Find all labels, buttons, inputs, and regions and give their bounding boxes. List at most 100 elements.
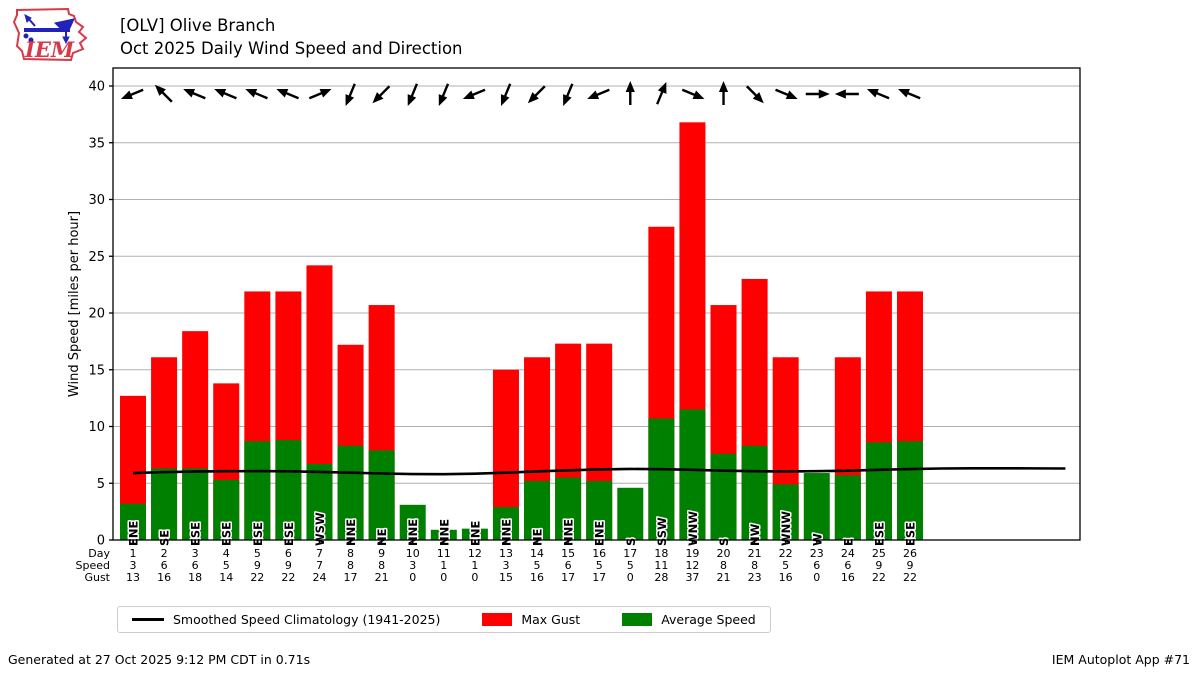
plot-border <box>112 67 1081 541</box>
wind-arrow <box>214 88 237 100</box>
day-label: 26 <box>903 547 917 560</box>
avg-bar <box>648 418 675 540</box>
avg-bar <box>865 442 892 540</box>
speed-label: 1 <box>471 559 478 572</box>
wind-arrow-head <box>834 89 846 99</box>
direction-label: WNW <box>779 511 793 546</box>
wind-arrow-head <box>500 94 510 107</box>
wind-arrow <box>372 85 391 104</box>
gust-label: 16 <box>157 571 171 584</box>
wind-arrow-head <box>319 88 332 98</box>
wind-arrow-head <box>345 94 355 107</box>
avg-speed-swatch-icon <box>622 613 653 626</box>
iem-logo: IEM <box>12 7 88 62</box>
plot-subtitle: Oct 2025 Daily Wind Speed and Direction <box>120 39 463 58</box>
y-tick-label: 5 <box>97 477 105 492</box>
wind-arrow-head <box>245 88 258 98</box>
iem-logo-text: IEM <box>24 37 75 62</box>
gust-label: 21 <box>717 571 731 584</box>
wind-arrow <box>834 89 859 99</box>
speed-label: 5 <box>627 559 634 572</box>
wind-arrow <box>805 89 830 99</box>
day-label: 25 <box>872 547 886 560</box>
day-label: 9 <box>378 547 385 560</box>
direction-label: SE <box>158 530 172 546</box>
gust-label: 18 <box>188 571 202 584</box>
day-label: 23 <box>810 547 824 560</box>
speed-label: 6 <box>813 559 820 572</box>
day-label: 14 <box>530 547 544 560</box>
wind-arrow <box>462 88 486 100</box>
avg-bar <box>555 477 582 540</box>
avg-bar <box>710 453 737 540</box>
gust-label: 28 <box>654 571 668 584</box>
avg-bar <box>617 487 644 540</box>
legend-avg-speed-label: Average Speed <box>661 612 756 627</box>
direction-label: NE <box>531 528 545 546</box>
avg-bar <box>492 507 519 540</box>
y-tick-label: 40 <box>88 80 105 95</box>
speed-label: 8 <box>347 559 354 572</box>
day-label: 7 <box>316 547 323 560</box>
gust-label: 0 <box>627 571 634 584</box>
wind-arrow-head <box>527 92 539 104</box>
avg-bar <box>897 441 923 540</box>
chart-title: [OLV] Olive Branch Oct 2025 Daily Wind S… <box>120 14 463 60</box>
wind-arrow <box>625 81 635 105</box>
speed-label: 3 <box>130 559 137 572</box>
wind-arrow <box>745 85 764 104</box>
day-label-header: Day <box>88 547 110 560</box>
wind-arrow-head <box>563 94 572 107</box>
avg-bar <box>679 409 706 540</box>
avg-bar <box>337 445 364 540</box>
avg-bar <box>834 475 861 540</box>
wind-arrow <box>656 81 667 105</box>
y-tick-label: 15 <box>88 363 105 378</box>
wind-arrow-head <box>183 88 196 98</box>
avg-bar <box>803 473 830 540</box>
speed-label: 1 <box>440 559 447 572</box>
wind-arrow <box>500 83 512 107</box>
gust-label: 17 <box>592 571 606 584</box>
legend-climatology: Smoothed Speed Climatology (1941-2025) <box>132 612 440 627</box>
gust-label: 22 <box>903 571 917 584</box>
speed-label: 9 <box>254 559 261 572</box>
gust-label: 16 <box>530 571 544 584</box>
app-credit: IEM Autoplot App #71 <box>1051 652 1190 667</box>
day-label: 15 <box>561 547 575 560</box>
wind-arrow-head <box>438 94 448 107</box>
gust-label: 22 <box>872 571 886 584</box>
avg-bar <box>306 463 333 540</box>
speed-label: 8 <box>378 559 385 572</box>
generated-timestamp: Generated at 27 Oct 2025 9:12 PM CDT in … <box>8 652 311 667</box>
gust-label: 0 <box>471 571 478 584</box>
avg-bar <box>120 503 146 540</box>
speed-label: 8 <box>751 559 758 572</box>
gust-label: 37 <box>685 571 699 584</box>
wind-arrow-head <box>407 94 417 107</box>
avg-bar <box>213 479 240 540</box>
y-tick-label: 20 <box>88 307 105 322</box>
day-label: 13 <box>499 547 513 560</box>
wind-arrow <box>438 83 450 107</box>
speed-label: 6 <box>161 559 168 572</box>
gust-label: 21 <box>375 571 389 584</box>
speed-label: 8 <box>720 559 727 572</box>
direction-label: WSW <box>313 512 327 546</box>
speed-label: 6 <box>565 559 572 572</box>
gust-label: 16 <box>841 571 855 584</box>
station-title: [OLV] Olive Branch <box>120 16 276 35</box>
speed-label: 6 <box>192 559 199 572</box>
wind-arrow <box>308 88 332 100</box>
wind-arrow <box>775 88 798 100</box>
wind-arrow <box>276 88 300 100</box>
gust-label: 15 <box>499 571 513 584</box>
speed-label: 11 <box>654 559 668 572</box>
speed-label: 9 <box>875 559 882 572</box>
wind-arrow <box>681 88 705 100</box>
gust-label: 22 <box>250 571 264 584</box>
gust-label: 14 <box>219 571 233 584</box>
wind-arrow-head <box>587 90 600 100</box>
gust-label: 16 <box>779 571 793 584</box>
